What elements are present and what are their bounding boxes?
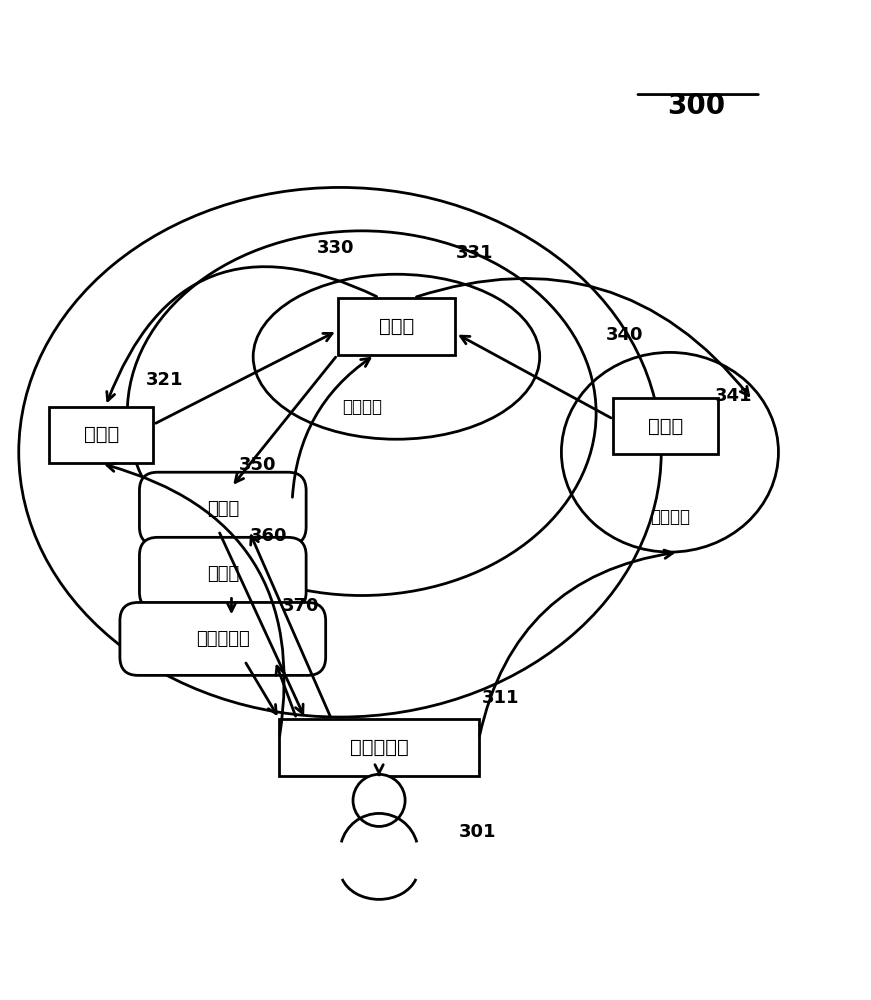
Text: 任务管理器: 任务管理器 [349, 738, 408, 757]
FancyBboxPatch shape [613, 398, 718, 454]
Text: 观察者: 观察者 [648, 417, 683, 436]
Text: 311: 311 [482, 689, 519, 707]
Text: 领导者: 领导者 [84, 425, 118, 444]
Text: 341: 341 [714, 387, 752, 405]
FancyBboxPatch shape [139, 537, 306, 610]
Text: 330: 330 [317, 239, 354, 257]
Text: 350: 350 [239, 456, 276, 474]
Text: 执行者池: 执行者池 [341, 398, 381, 416]
Circle shape [353, 774, 405, 826]
Text: 331: 331 [456, 244, 493, 262]
Text: 线程池: 线程池 [206, 565, 239, 583]
Text: 301: 301 [458, 823, 496, 841]
Text: 分布式锁池: 分布式锁池 [196, 630, 250, 648]
Text: 300: 300 [667, 92, 725, 120]
Text: 执行者: 执行者 [379, 317, 414, 336]
Text: 321: 321 [145, 371, 184, 389]
FancyBboxPatch shape [120, 602, 326, 675]
Text: 370: 370 [282, 597, 320, 615]
FancyBboxPatch shape [280, 719, 479, 776]
FancyBboxPatch shape [139, 472, 306, 545]
Text: 观察者池: 观察者池 [650, 508, 690, 526]
Text: 360: 360 [250, 527, 287, 545]
Text: 任务池: 任务池 [206, 500, 239, 518]
FancyBboxPatch shape [49, 407, 153, 463]
Text: 340: 340 [606, 326, 644, 344]
FancyBboxPatch shape [338, 298, 455, 355]
